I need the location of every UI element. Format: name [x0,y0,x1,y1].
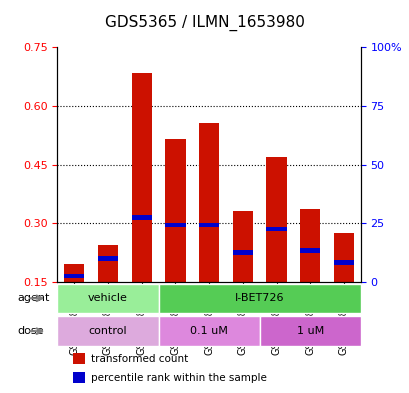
Bar [72,372,85,383]
Text: 0.1 uM: 0.1 uM [190,326,227,336]
Bar [232,211,252,282]
Bar [232,250,252,255]
Bar [72,353,85,364]
Bar [198,123,219,282]
Bar [131,73,151,282]
Text: transformed count: transformed count [90,354,188,364]
Text: GDS5365 / ILMN_1653980: GDS5365 / ILMN_1653980 [105,15,304,31]
Text: vehicle: vehicle [88,293,128,303]
Text: percentile rank within the sample: percentile rank within the sample [90,373,266,383]
FancyBboxPatch shape [57,316,158,346]
Bar [333,260,353,264]
Bar [266,227,286,231]
Text: agent: agent [17,293,49,303]
Bar [64,264,84,282]
Bar [98,256,118,261]
FancyBboxPatch shape [158,316,259,346]
FancyBboxPatch shape [57,283,158,313]
Bar [98,245,118,282]
FancyBboxPatch shape [259,316,360,346]
Bar [333,233,353,282]
Bar [131,215,151,220]
Text: 1 uM: 1 uM [296,326,323,336]
Bar [299,209,319,282]
Bar [299,248,319,253]
FancyBboxPatch shape [158,283,360,313]
Bar [165,223,185,228]
Bar [266,157,286,282]
Bar [198,223,219,228]
Text: I-BET726: I-BET726 [234,293,284,303]
Text: control: control [88,326,127,336]
Text: dose: dose [17,326,43,336]
Bar [64,274,84,278]
Bar [165,139,185,282]
